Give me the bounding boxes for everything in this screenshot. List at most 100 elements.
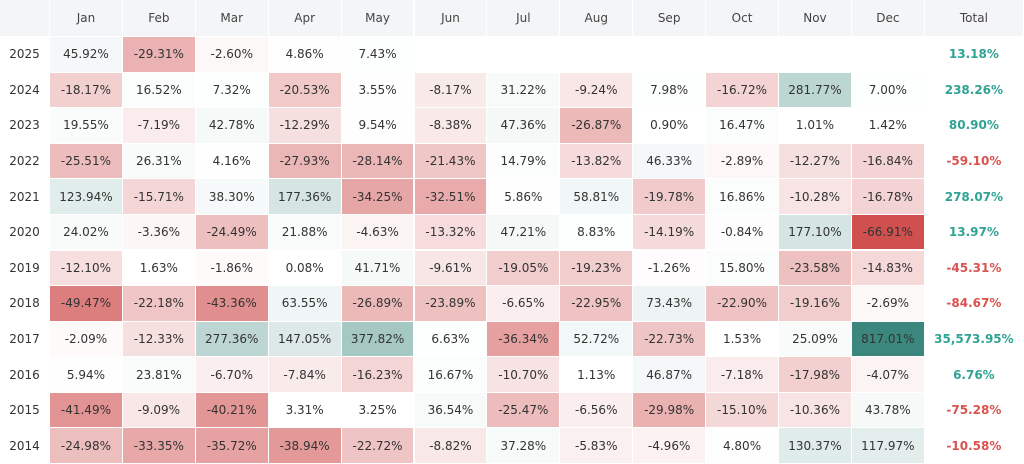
return-cell: 46.33% [633,143,707,180]
return-cell: 47.21% [487,214,561,251]
return-cell: 37.28% [487,428,561,464]
return-cell [414,37,488,73]
year-label: 2024 [0,72,50,109]
column-header: Sep [633,0,707,37]
return-cell: -21.43% [414,143,488,180]
return-cell: 24.02% [50,214,123,251]
total-cell: -10.58% [924,428,1024,464]
return-cell: -43.36% [195,286,269,322]
return-cell: 31.22% [487,72,561,109]
year-label: 2014 [0,428,50,464]
return-cell [851,37,925,73]
return-cell: 5.94% [50,357,123,393]
return-cell: -7.84% [268,357,342,393]
total-cell: -59.10% [924,143,1024,180]
return-cell: -2.09% [50,321,123,358]
return-cell: -5.83% [560,428,634,464]
return-cell: 7.32% [195,72,269,109]
year-label: 2018 [0,286,50,322]
column-header: Mar [195,0,269,37]
return-cell: 1.01% [779,108,852,144]
return-cell: -22.18% [122,286,196,322]
return-cell: -10.70% [487,357,561,393]
return-cell: 41.71% [341,250,415,287]
column-header: Jun [414,0,488,37]
total-cell: -75.28% [924,392,1024,429]
return-cell: 45.92% [50,37,123,73]
return-cell: 16.67% [414,357,488,393]
total-cell: 6.76% [924,357,1024,393]
total-cell: 80.90% [924,108,1024,144]
column-header: Oct [706,0,779,37]
return-cell: -41.49% [50,392,123,429]
return-cell: 25.09% [779,321,852,358]
return-cell: -19.78% [633,179,707,215]
return-cell: 9.54% [341,108,415,144]
return-cell [633,37,707,73]
return-cell: -19.05% [487,250,561,287]
return-cell: -66.91% [851,214,925,251]
return-cell: 8.83% [560,214,634,251]
return-cell: -23.58% [779,250,852,287]
year-label: 2023 [0,108,50,144]
return-cell: 7.43% [341,37,415,73]
return-cell: -1.86% [195,250,269,287]
column-header: May [341,0,415,37]
return-cell: 6.63% [414,321,488,358]
return-cell: -15.10% [706,392,779,429]
return-cell: 47.36% [487,108,561,144]
return-cell: -19.16% [779,286,852,322]
column-header: Total [924,0,1024,37]
return-cell: -2.60% [195,37,269,73]
return-cell: -38.94% [268,428,342,464]
return-cell: -26.87% [560,108,634,144]
year-label: 2019 [0,250,50,287]
return-cell: -2.89% [706,143,779,180]
return-cell: -29.98% [633,392,707,429]
return-cell: -16.84% [851,143,925,180]
return-cell: -7.18% [706,357,779,393]
return-cell: -19.23% [560,250,634,287]
column-header: Nov [779,0,852,37]
return-cell: 3.25% [341,392,415,429]
return-cell: 117.97% [851,428,925,464]
return-cell: -40.21% [195,392,269,429]
return-cell: -28.14% [341,143,415,180]
return-cell: -16.78% [851,179,925,215]
column-header: Dec [851,0,925,37]
year-label: 2017 [0,321,50,358]
return-cell: 1.13% [560,357,634,393]
return-cell: 177.36% [268,179,342,215]
year-label: 2020 [0,214,50,251]
return-cell: 5.86% [487,179,561,215]
year-label: 2015 [0,392,50,429]
return-cell: 3.55% [341,72,415,109]
return-cell: 42.78% [195,108,269,144]
return-cell: -1.26% [633,250,707,287]
return-cell: -9.61% [414,250,488,287]
return-cell: -13.32% [414,214,488,251]
return-cell: 4.86% [268,37,342,73]
return-cell: 7.00% [851,72,925,109]
return-cell: -16.23% [341,357,415,393]
return-cell: 58.81% [560,179,634,215]
return-cell: 277.36% [195,321,269,358]
return-cell: -49.47% [50,286,123,322]
return-cell: 123.94% [50,179,123,215]
return-cell: 43.78% [851,392,925,429]
return-cell: -22.73% [633,321,707,358]
return-cell: 1.42% [851,108,925,144]
return-cell: -12.29% [268,108,342,144]
return-cell: -4.96% [633,428,707,464]
column-header: Apr [268,0,342,37]
return-cell: -14.19% [633,214,707,251]
return-cell: -2.69% [851,286,925,322]
return-cell: 4.80% [706,428,779,464]
return-cell: -17.98% [779,357,852,393]
return-cell: 14.79% [487,143,561,180]
return-cell: 177.10% [779,214,852,251]
return-cell: -25.47% [487,392,561,429]
return-cell [560,37,634,73]
return-cell: 46.87% [633,357,707,393]
